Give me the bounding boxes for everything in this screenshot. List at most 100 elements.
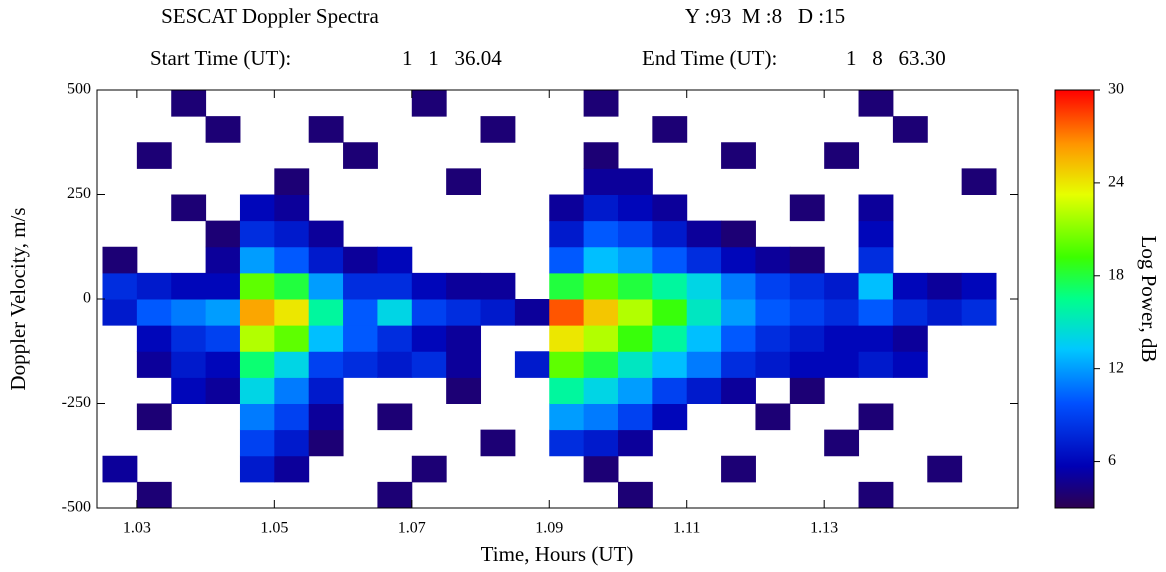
heatmap-cell xyxy=(274,272,310,300)
heatmap-cell xyxy=(892,272,928,300)
heatmap-cell xyxy=(343,325,378,352)
heatmap-cell xyxy=(583,90,619,117)
heatmap-cell xyxy=(755,325,791,352)
heatmap-cell xyxy=(549,429,585,457)
heatmap-cell xyxy=(686,299,722,326)
heatmap-cell xyxy=(721,142,756,169)
heatmap-cell xyxy=(755,299,791,326)
heatmap-cell xyxy=(652,116,688,143)
x-tick-label: 1.11 xyxy=(673,520,700,537)
heatmap-cell xyxy=(858,246,894,274)
heatmap-cell xyxy=(205,272,241,300)
heatmap-cell xyxy=(377,481,413,508)
heatmap-cell xyxy=(480,116,516,143)
heatmap-cell xyxy=(583,455,619,483)
heatmap-cell xyxy=(446,377,482,404)
heatmap-cell xyxy=(205,325,241,352)
heatmap-cell xyxy=(617,299,653,326)
y-axis-label: Doppler Velocity, m/s xyxy=(6,207,30,390)
heatmap-cell xyxy=(652,299,688,326)
heatmap-cell xyxy=(617,481,653,508)
heatmap-cell xyxy=(205,246,241,274)
heatmap-cell xyxy=(274,455,310,483)
heatmap-cell xyxy=(446,351,482,378)
heatmap-cell xyxy=(136,351,172,378)
heatmap-cell xyxy=(274,194,310,222)
chart-title: SESCAT Doppler Spectra xyxy=(161,4,379,28)
heatmap-cell xyxy=(308,272,344,300)
heatmap-cell xyxy=(549,194,585,222)
heatmap-cell xyxy=(755,246,791,274)
colorbar-tick-label: 18 xyxy=(1108,266,1124,283)
heatmap-cell xyxy=(274,377,310,404)
heatmap-cell xyxy=(617,194,653,222)
heatmap-cell xyxy=(583,142,619,169)
heatmap-cell xyxy=(927,299,963,326)
heatmap-cell xyxy=(136,272,172,300)
heatmap-cell xyxy=(755,403,791,431)
heatmap-cell xyxy=(892,299,928,326)
end-label: End Time (UT): xyxy=(642,46,777,70)
heatmap-cell xyxy=(824,325,860,352)
heatmap-cell xyxy=(858,299,894,326)
heatmap-cell xyxy=(377,272,413,300)
heatmap-cell xyxy=(789,325,825,352)
heatmap-cell xyxy=(686,246,722,274)
heatmap-cell xyxy=(858,272,894,300)
heatmap-cell xyxy=(480,429,516,457)
heatmap-cell xyxy=(858,194,894,222)
heatmap-cell xyxy=(858,481,894,508)
heatmap-cell xyxy=(308,403,344,431)
heatmap-cell xyxy=(308,325,344,352)
colorbar-tick-label: 12 xyxy=(1108,359,1124,376)
heatmap-cell xyxy=(549,220,585,248)
heatmap-cell xyxy=(652,246,688,274)
heatmap-cell xyxy=(102,299,138,326)
heatmap-cell xyxy=(824,351,860,378)
heatmap-cell xyxy=(755,351,791,378)
heatmap-cell xyxy=(274,246,310,274)
colorbar-tick-label: 24 xyxy=(1108,174,1124,191)
heatmap-cell xyxy=(136,325,172,352)
heatmap-cell xyxy=(308,299,344,326)
heatmap-cell xyxy=(617,377,653,404)
heatmap-cell xyxy=(686,377,722,404)
heatmap-cell xyxy=(858,325,894,352)
heatmap-cell xyxy=(446,325,482,352)
heatmap-cell xyxy=(652,351,688,378)
heatmap-cell xyxy=(892,351,928,378)
heatmap-cell xyxy=(239,325,275,352)
heatmap-cell xyxy=(721,220,756,248)
heatmap-cell xyxy=(205,299,241,326)
heatmap-cell xyxy=(377,325,413,352)
heatmap-cell xyxy=(274,220,310,248)
heatmap-cell xyxy=(446,168,482,195)
heatmap-cell xyxy=(343,142,378,169)
heatmap-cell xyxy=(927,455,963,483)
heatmap-cell xyxy=(308,246,344,274)
heatmap-cell xyxy=(274,168,310,195)
heatmap-cell xyxy=(377,299,413,326)
heatmap-cell xyxy=(480,272,516,300)
heatmap-cell xyxy=(239,299,275,326)
heatmap-cell xyxy=(205,377,241,404)
heatmap-cell xyxy=(136,142,172,169)
x-tick-label: 1.13 xyxy=(810,520,838,537)
start-value: 1 1 36.04 xyxy=(402,46,502,70)
heatmap-cell xyxy=(583,194,619,222)
heatmap-cell xyxy=(617,429,653,457)
x-tick-label: 1.05 xyxy=(260,520,288,537)
heatmap-cell xyxy=(136,403,172,431)
heatmap-cell xyxy=(686,351,722,378)
y-tick-label: 500 xyxy=(67,81,91,98)
heatmap-cell xyxy=(411,299,447,326)
heatmap-cell xyxy=(549,246,585,274)
heatmap-cell xyxy=(514,299,550,326)
heatmap-cell xyxy=(549,351,585,378)
heatmap-cell xyxy=(721,246,756,274)
colorbar-tick-label: 30 xyxy=(1108,81,1124,98)
heatmap-cell xyxy=(549,377,585,404)
heatmap-cell xyxy=(652,325,688,352)
heatmap-cell xyxy=(583,325,619,352)
